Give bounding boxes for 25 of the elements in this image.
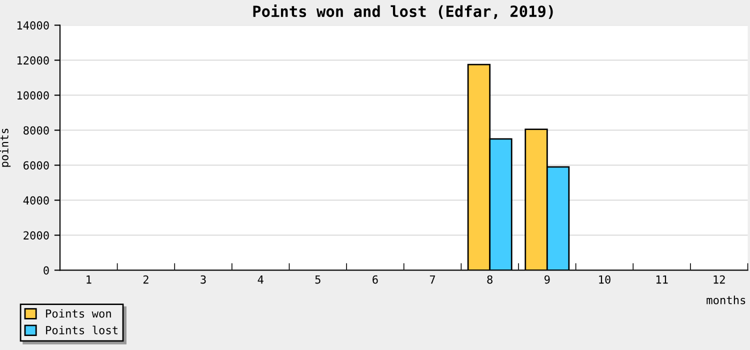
x-tick-label: 11	[656, 275, 668, 284]
y-tick-label: 4000	[23, 196, 49, 205]
x-tick-label: 5	[315, 275, 320, 284]
y-axis-title: points	[0, 128, 11, 167]
x-tick-label: 3	[200, 275, 206, 284]
x-tick-label: 1	[86, 275, 92, 284]
y-tick-label: 12000	[17, 56, 49, 65]
y-tick-label: 8000	[24, 126, 49, 135]
x-tick-label: 6	[372, 275, 378, 284]
y-tick-label: 14000	[17, 21, 49, 30]
x-tick-label: 8	[487, 275, 492, 284]
x-tick-label: 10	[599, 275, 610, 284]
chart-title: Points won and lost (Edfar, 2019)	[253, 4, 553, 20]
x-tick-label: 4	[258, 275, 264, 284]
x-tick-label: 7	[430, 275, 436, 284]
x-tick-label: 12	[714, 275, 725, 284]
x-axis-title: months	[706, 296, 746, 304]
y-tick-label: 6000	[24, 161, 49, 170]
y-tick-label: 2000	[24, 231, 49, 240]
legend-label: Points won	[46, 309, 111, 318]
legend-label: Points lost	[46, 326, 118, 334]
y-tick-label: 10000	[17, 91, 49, 100]
y-tick-label: 0	[44, 266, 49, 275]
x-tick-label: 9	[544, 275, 550, 284]
x-tick-label: 2	[143, 275, 148, 284]
